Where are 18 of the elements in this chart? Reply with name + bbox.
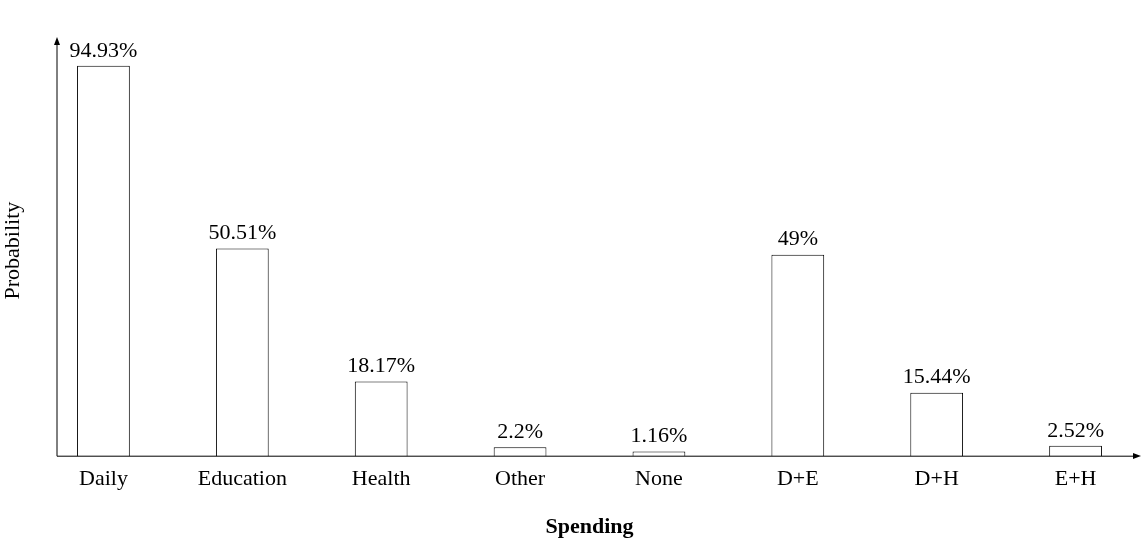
data-label: 49% [777, 225, 818, 251]
data-label: 94.93% [69, 36, 138, 62]
x-tick-label: Other [495, 465, 546, 491]
x-tick-label: D+E [776, 465, 819, 491]
data-label: 1.16% [630, 422, 688, 448]
x-tick-label: D+H [914, 465, 959, 491]
x-tick-label: E+H [1054, 465, 1097, 491]
y-axis-title: Probability [0, 201, 24, 300]
data-label: 2.2% [497, 417, 543, 443]
data-label: 15.44% [902, 363, 971, 389]
x-tick-label: Daily [78, 465, 128, 491]
x-tick-label: Education [197, 465, 287, 491]
x-tick-label: None [635, 465, 683, 491]
x-axis-title: Spending [545, 513, 634, 539]
data-label: 18.17% [347, 352, 416, 378]
data-label: 50.51% [208, 219, 277, 245]
x-tick-label: Health [351, 465, 411, 491]
data-label: 2.52% [1047, 416, 1104, 442]
